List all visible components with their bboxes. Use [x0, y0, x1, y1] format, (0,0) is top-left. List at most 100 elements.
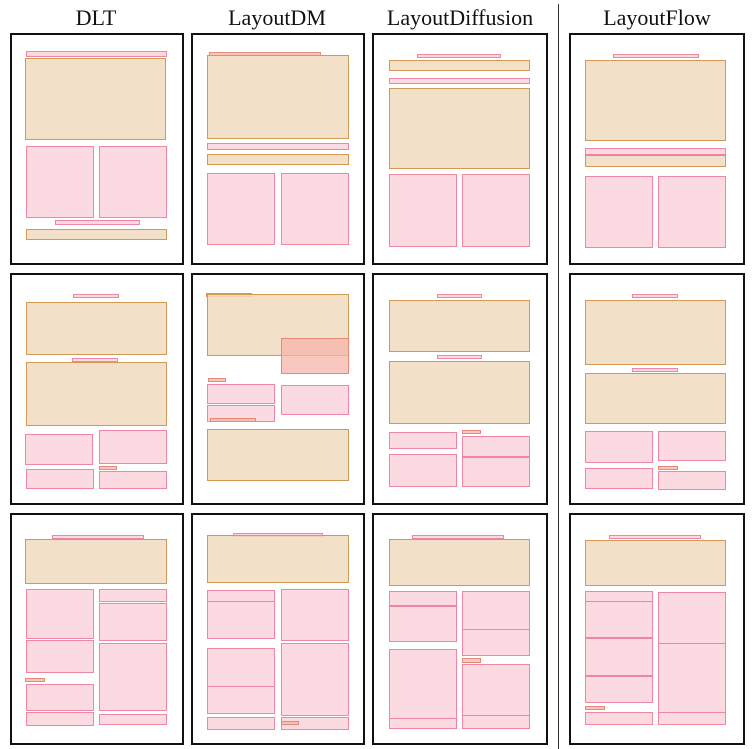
text-element-box [207, 384, 275, 404]
image-element-box [389, 361, 530, 424]
column-divider [558, 4, 559, 749]
layout-panel-layoutdiffusion-row2 [372, 273, 548, 505]
text-element-box [281, 589, 349, 641]
text-element-box [632, 294, 678, 298]
image-element-box [389, 539, 530, 586]
image-element-box [25, 58, 166, 140]
text-element-box [207, 648, 275, 687]
text-element-box [658, 176, 726, 248]
text-element-box [462, 629, 530, 656]
image-element-box [207, 429, 349, 481]
text-element-box [389, 174, 457, 247]
text-element-box [99, 471, 167, 489]
text-element-box [26, 51, 167, 57]
layout-panel-layoutflow-row2 [569, 273, 745, 505]
text-element-box [437, 294, 482, 298]
small-element-box [462, 658, 481, 663]
text-element-box [462, 436, 530, 457]
text-element-box [26, 469, 94, 489]
small-element-box [281, 721, 299, 725]
text-element-box [26, 589, 94, 639]
layout-panel-dlt-row1 [10, 33, 184, 265]
small-element-box [658, 466, 678, 470]
text-element-box [585, 431, 653, 463]
layout-panel-layoutdm-row2 [191, 273, 365, 505]
text-element-box [658, 643, 726, 713]
text-element-box [207, 173, 275, 245]
small-element-box [25, 678, 45, 682]
text-element-box [462, 591, 530, 630]
text-element-box [207, 143, 349, 150]
text-element-box [55, 220, 140, 225]
layout-panel-layoutflow-row3 [569, 513, 745, 745]
text-element-box [462, 664, 530, 716]
image-element-box [585, 300, 726, 365]
text-element-box [585, 712, 653, 725]
text-element-box [437, 355, 482, 359]
text-element-box [99, 589, 167, 602]
layout-panel-layoutdiffusion-row1 [372, 33, 548, 265]
image-element-box [26, 362, 167, 426]
text-element-box [462, 457, 530, 487]
small-element-box [585, 706, 605, 710]
text-element-box [26, 146, 94, 218]
text-element-box [207, 686, 275, 714]
layout-panel-layoutflow-row1 [569, 33, 745, 265]
column-title-layoutdm: LayoutDM [228, 5, 326, 30]
small-element-box [462, 430, 481, 434]
text-element-box [658, 471, 726, 490]
image-element-box [389, 300, 530, 352]
text-element-box [609, 535, 701, 539]
text-element-box [207, 717, 275, 730]
layout-panel-dlt-row2 [10, 273, 184, 505]
text-element-box [585, 468, 653, 489]
column-title-layoutflow: LayoutFlow [603, 5, 711, 30]
text-element-box [389, 78, 530, 84]
text-element-box [26, 640, 94, 673]
image-element-box [26, 229, 167, 240]
image-element-box [207, 535, 349, 583]
small-element-box [208, 378, 226, 382]
text-element-box [462, 715, 530, 729]
text-element-box [585, 601, 653, 638]
text-element-box [585, 148, 726, 155]
text-element-box [613, 54, 699, 58]
column-title-dlt: DLT [75, 5, 117, 30]
image-element-box [389, 88, 530, 169]
image-element-box [26, 302, 167, 355]
image-element-box [25, 539, 167, 584]
image-element-box [585, 540, 726, 586]
text-element-box [412, 535, 504, 539]
text-element-box [73, 294, 119, 298]
layout-panel-layoutdiffusion-row3 [372, 513, 548, 745]
column-title-layoutdiffusion: LayoutDiffusion [386, 5, 534, 30]
image-element-box [207, 154, 349, 165]
text-element-box [281, 385, 349, 415]
text-element-box [72, 358, 118, 362]
text-element-box [389, 718, 457, 729]
text-element-box [389, 432, 457, 449]
text-element-box [417, 54, 501, 58]
layout-panel-layoutdm-row3 [191, 513, 365, 745]
text-element-box [281, 173, 349, 245]
text-element-box [389, 454, 457, 487]
text-element-box [99, 430, 167, 464]
small-element-box [210, 418, 256, 422]
image-element-box [585, 373, 726, 424]
text-element-box [585, 676, 653, 703]
image-element-box [585, 60, 726, 141]
text-element-box [99, 643, 167, 711]
text-element-box [658, 431, 726, 461]
text-element-box [281, 643, 349, 716]
layout-panel-dlt-row3 [10, 513, 184, 745]
image-element-box [389, 60, 530, 71]
text-element-box [632, 368, 678, 372]
text-element-box [658, 712, 726, 725]
layout-panel-layoutdm-row1 [191, 33, 365, 265]
text-element-box [389, 591, 457, 606]
text-element-box [585, 638, 653, 676]
small-element-box [99, 466, 117, 470]
text-element-box [207, 601, 275, 639]
image-element-box [585, 155, 726, 167]
text-element-box [99, 146, 167, 218]
